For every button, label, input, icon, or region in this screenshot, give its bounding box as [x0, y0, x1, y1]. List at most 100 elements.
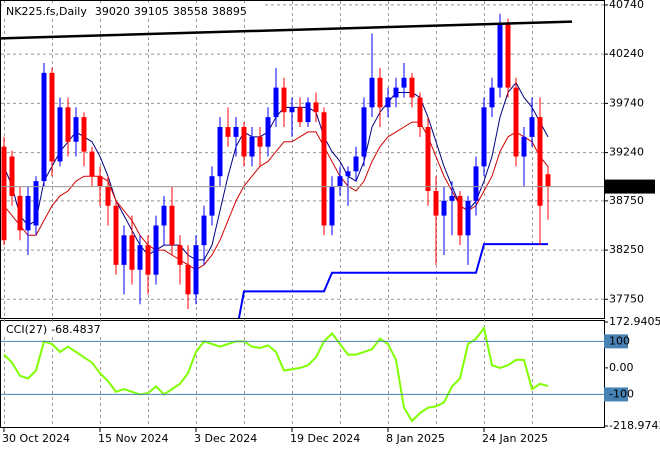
candle-body [281, 87, 287, 113]
candle-body [209, 176, 215, 216]
candle-body [97, 176, 103, 187]
candle-body [257, 136, 263, 147]
candle-body [289, 107, 295, 113]
y-tick-label: -218.9743 [609, 419, 660, 432]
candle-body [297, 107, 303, 123]
price-label-box [605, 179, 655, 194]
header-open: 39020 [95, 5, 130, 18]
candle-body [273, 87, 279, 118]
candle-body [449, 195, 455, 201]
candle-body [505, 23, 511, 88]
candle-body [1, 146, 7, 241]
y-tick-box [604, 334, 628, 349]
candle-body [481, 107, 487, 167]
candle-body [321, 112, 327, 226]
y-tick-label: 38250 [609, 243, 644, 256]
candle-body [385, 97, 391, 108]
candle-body [329, 186, 335, 226]
candle-body [497, 23, 503, 88]
candle-body [81, 117, 87, 152]
candle-body [153, 225, 159, 275]
y-tick-box [604, 387, 628, 402]
indicator-label: CCI(27) -68.4837 [6, 323, 101, 336]
candle-body [425, 127, 431, 191]
indicator-line [3, 325, 549, 423]
candle-body [537, 117, 543, 206]
overlay-line [237, 243, 548, 318]
candle-body [361, 107, 367, 157]
candle-body [465, 200, 471, 236]
candle-body [265, 117, 271, 147]
candle-body [313, 102, 319, 113]
candle-body [41, 72, 47, 182]
cci-panel [0, 320, 605, 428]
candle-body [57, 107, 63, 162]
candle-body [33, 181, 39, 226]
y-tick-label: 39240 [609, 146, 644, 159]
candle-body [305, 102, 311, 123]
indicator-name: CCI(27) [6, 323, 47, 336]
candle-body [25, 195, 31, 231]
y-tick-label: 37750 [609, 292, 644, 305]
y-tick-label: 40740 [609, 0, 644, 11]
panel-candlestick [1, 4, 604, 318]
candle-body [377, 77, 383, 108]
candle-body [161, 205, 167, 226]
candle-body [545, 174, 551, 187]
candle-body [121, 235, 127, 265]
y-tick-label: 0.00 [609, 361, 634, 374]
y-tick-label: 38750 [609, 194, 644, 207]
panel-line [3, 325, 549, 423]
candle-body [241, 127, 247, 157]
candle-body [129, 235, 135, 270]
candle-body [249, 136, 255, 157]
x-tick-label: 3 Dec 2024 [194, 432, 257, 445]
candle-body [489, 87, 495, 108]
y-tick-label: 40240 [609, 47, 644, 60]
candle-body [217, 127, 223, 177]
candle-body [337, 176, 343, 187]
candle-body [529, 117, 535, 137]
candle-body [105, 186, 111, 206]
candle-body [65, 107, 71, 142]
header-low: 38558 [173, 5, 208, 18]
candle-body [49, 72, 55, 162]
candle-body [433, 190, 439, 216]
x-tick-label: 8 Jan 2025 [386, 432, 445, 445]
indicator-label-bg [3, 323, 107, 337]
candle-body [225, 127, 231, 137]
candle-body [353, 156, 359, 172]
header-high: 39105 [134, 5, 169, 18]
candle-body [457, 195, 463, 236]
main-panel [0, 0, 605, 319]
y-tick-label: 100 [609, 334, 630, 347]
candle-body [345, 171, 351, 177]
candle-body [513, 87, 519, 157]
x-tick-label: 24 Jan 2025 [482, 432, 548, 445]
x-tick-label: 30 Oct 2024 [2, 432, 70, 445]
indicator-value: -68.4837 [51, 323, 100, 336]
candle-body [9, 156, 15, 196]
candle-body [201, 215, 207, 246]
candle-body [137, 245, 143, 270]
overlay-line [3, 121, 549, 271]
candle-body [89, 151, 95, 177]
symbol: NK225.fs,Daily [6, 5, 87, 18]
candle-body [17, 195, 23, 231]
y-tick-label: -100 [609, 387, 634, 400]
x-tick-label: 15 Nov 2024 [98, 432, 168, 445]
candle-body [185, 264, 191, 295]
candle-body [521, 136, 527, 157]
y-tick-label: 172.9405 [609, 315, 660, 328]
candle-body [417, 97, 423, 128]
x-tick-label: 19 Dec 2024 [290, 432, 360, 445]
candle-body [409, 77, 415, 98]
candle-body [473, 166, 479, 201]
trendline [1, 20, 573, 40]
header-bg [2, 3, 264, 19]
candle-body [233, 127, 239, 137]
price-label: 38895 [609, 180, 644, 193]
candle-body [393, 87, 399, 98]
